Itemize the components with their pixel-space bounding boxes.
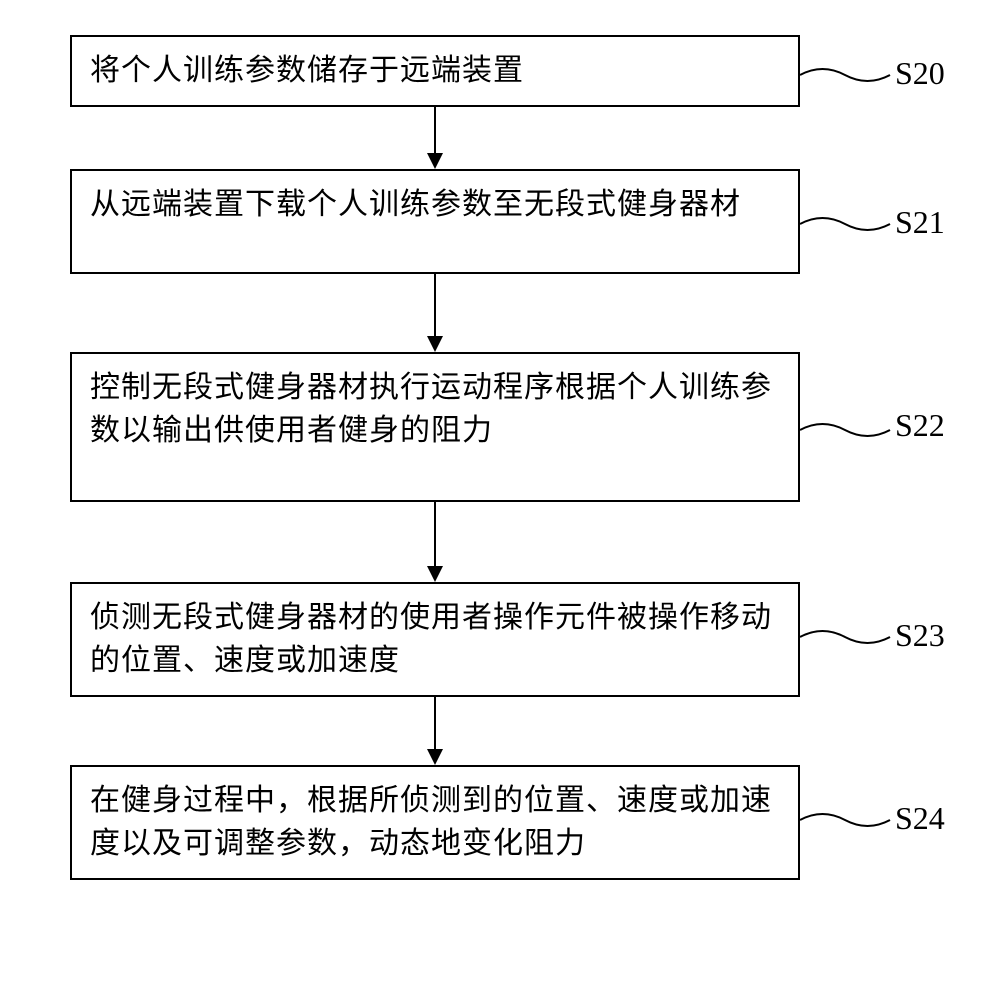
connector-line (800, 60, 890, 90)
flowchart-container: 将个人训练参数储存于远端装置S20 从远端装置下载个人训练参数至无段式健身器材S2… (70, 35, 940, 880)
connector-line (800, 805, 890, 835)
step-label: S21 (895, 204, 945, 241)
step-box: 侦测无段式健身器材的使用者操作元件被操作移动的位置、速度或加速度 (70, 582, 800, 697)
flow-arrow (70, 107, 800, 169)
flowchart-step-s22: 控制无段式健身器材执行运动程序根据个人训练参数以输出供使用者健身的阻力S22 (70, 352, 940, 502)
step-label: S20 (895, 55, 945, 92)
step-label: S23 (895, 617, 945, 654)
flowchart-step-s24: 在健身过程中，根据所侦测到的位置、速度或加速度以及可调整参数，动态地变化阻力S2… (70, 765, 940, 880)
flowchart-step-s23: 侦测无段式健身器材的使用者操作元件被操作移动的位置、速度或加速度S23 (70, 582, 940, 697)
step-box: 控制无段式健身器材执行运动程序根据个人训练参数以输出供使用者健身的阻力 (70, 352, 800, 502)
connector-line (800, 622, 890, 652)
step-label: S22 (895, 407, 945, 444)
flow-arrow (70, 502, 800, 582)
step-box: 在健身过程中，根据所侦测到的位置、速度或加速度以及可调整参数，动态地变化阻力 (70, 765, 800, 880)
step-box: 从远端装置下载个人训练参数至无段式健身器材 (70, 169, 800, 274)
flow-arrow (70, 697, 800, 765)
connector-line (800, 415, 890, 445)
flowchart-step-s20: 将个人训练参数储存于远端装置S20 (70, 35, 940, 107)
step-label: S24 (895, 800, 945, 837)
flow-arrow (70, 274, 800, 352)
flowchart-step-s21: 从远端装置下载个人训练参数至无段式健身器材S21 (70, 169, 940, 274)
connector-line (800, 209, 890, 239)
step-box: 将个人训练参数储存于远端装置 (70, 35, 800, 107)
